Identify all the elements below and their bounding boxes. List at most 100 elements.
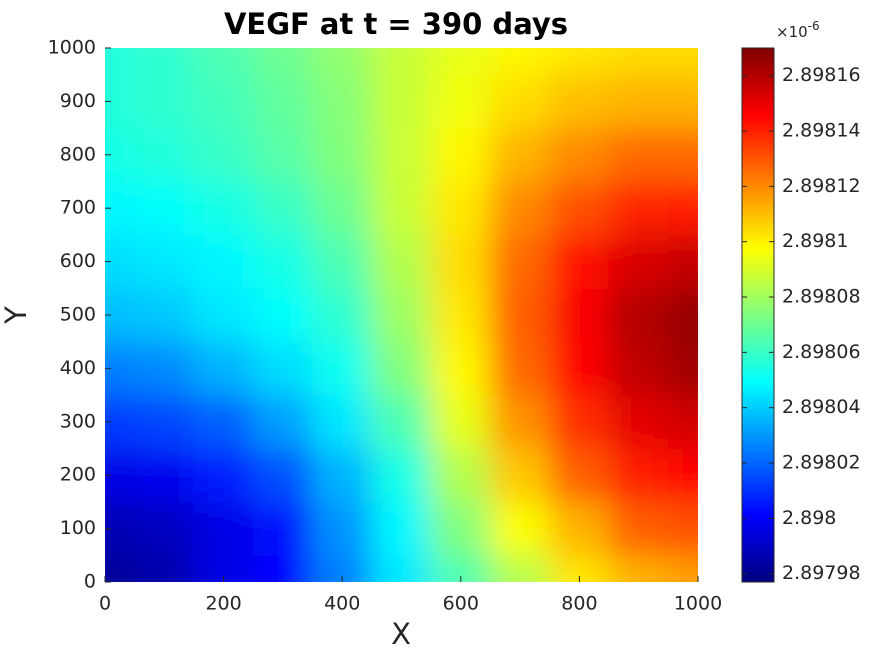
field-cell [134,48,195,76]
field-cell [667,448,698,503]
field-cell [312,287,373,343]
field-cell [134,181,195,236]
field-cell [193,181,254,236]
field-cell [667,234,698,289]
field-cell [252,234,314,289]
field-cell [134,554,195,582]
field-cell [608,501,669,556]
colorbar-tick-label: 2.89816 [782,64,861,86]
field-cell [312,448,373,503]
field-cell [489,554,551,582]
x-tick-label: 800 [561,593,597,615]
field-cell [549,74,610,129]
field-cell [608,127,669,182]
y-tick-label: 200 [60,464,96,486]
field-cell [489,48,551,76]
field-cell [549,448,610,503]
field-cell [489,127,551,182]
y-tick-label: 600 [60,250,96,272]
field-cell [430,234,491,289]
field-cell [608,554,669,582]
x-tick-label: 600 [443,593,479,615]
field-cell [608,74,669,129]
colorbar-tick-label: 2.89814 [782,120,861,142]
colorbar-tick-label: 2.89798 [782,562,861,584]
field-cell [667,48,698,76]
x-tick-label: 400 [324,593,360,615]
field-cell [430,394,491,449]
field-cell [667,341,698,396]
field-cell [371,127,432,182]
colorbar-multiplier: ×10-6 [776,19,820,41]
field-cell [489,181,551,236]
field-cell [430,181,491,236]
field-cell [252,394,314,449]
field-cell [549,287,610,343]
field-cell [667,74,698,129]
field-cell [608,341,669,396]
field-cell [105,554,136,582]
field-cell [430,448,491,503]
field-cell [371,48,432,76]
colorbar-tick-label: 2.89802 [782,452,861,474]
field-cell [193,501,254,556]
colorbar-tick-label: 2.89804 [782,396,861,418]
field-cell [312,48,373,76]
field-cell [252,501,314,556]
colorbar-tick-label: 2.89812 [782,175,861,197]
colorbar-tick-label: 2.89808 [782,286,861,308]
field-cell [430,341,491,396]
field-cell [489,394,551,449]
field-cell [608,48,669,76]
y-tick-label: 400 [60,357,96,379]
field-cell [608,181,669,236]
field-cell [667,127,698,182]
field-cell [134,341,195,396]
field-cell [193,394,254,449]
field-cell [193,74,254,129]
field-cell [252,181,314,236]
field-cell [608,287,669,343]
field-cell [193,287,254,343]
field-cell [312,127,373,182]
field-cell [667,181,698,236]
field-cell [667,394,698,449]
field-cell [430,127,491,182]
field-cell [549,234,610,289]
field-cell [193,48,254,76]
field-cell [312,341,373,396]
field-cell [134,448,195,503]
field-cell [608,448,669,503]
field-cell [489,341,551,396]
field-cell [430,501,491,556]
field-cell [134,127,195,182]
field-cell [134,74,195,129]
multiplier-base: ×10 [776,23,808,41]
field-cell [134,501,195,556]
field-cell [371,448,432,503]
colorbar-tick-label: 2.8981 [782,230,848,252]
field-cell [193,234,254,289]
colorbar [741,47,775,583]
field-cell [252,554,314,582]
field-cell [252,341,314,396]
field-cell [312,181,373,236]
field-cell [371,74,432,129]
field-cell [549,501,610,556]
field-cell [105,48,136,76]
plot-area [105,48,698,582]
field-cell [371,341,432,396]
field-cell [252,48,314,76]
field-cell [193,448,254,503]
field-cell [549,127,610,182]
colorbar-tick-label: 2.89806 [782,341,861,363]
axes: 0 200 400 600 800 1000 0 100 200 300 400 500 600 700 8… [48,37,861,615]
field-cell [134,394,195,449]
field-cell [312,74,373,129]
x-tick-label: 1000 [674,593,722,615]
field-cell [134,234,195,289]
field-cell [549,48,610,76]
field-cell [193,127,254,182]
x-tick-label: 200 [205,593,241,615]
